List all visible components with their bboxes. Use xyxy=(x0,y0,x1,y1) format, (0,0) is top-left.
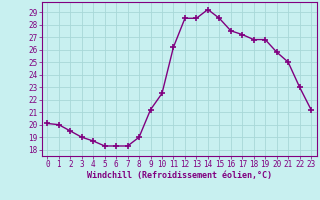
X-axis label: Windchill (Refroidissement éolien,°C): Windchill (Refroidissement éolien,°C) xyxy=(87,171,272,180)
